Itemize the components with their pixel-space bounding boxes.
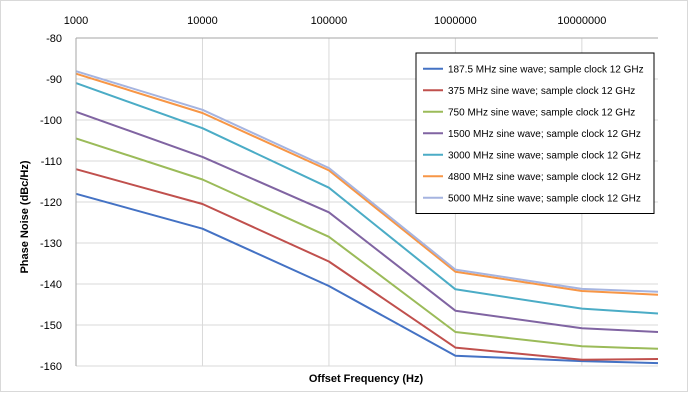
y-tick-label: -140: [40, 279, 62, 291]
series-layer: [75, 70, 659, 365]
series-line: [75, 70, 659, 293]
legend-label: 3000 MHz sine wave; sample clock 12 GHz: [448, 150, 641, 161]
series-line: [75, 82, 659, 315]
y-tick-label: -120: [40, 197, 62, 209]
legend-label: 5000 MHz sine wave; sample clock 12 GHz: [448, 193, 641, 204]
y-tick-label: -80: [46, 33, 62, 45]
series-line: [75, 72, 659, 296]
x-axis-title: Offset Frequency (Hz): [309, 373, 424, 385]
y-tick-label: -90: [46, 74, 62, 86]
legend: 187.5 MHz sine wave; sample clock 12 GHz…: [415, 52, 655, 214]
series-line: [75, 192, 659, 365]
x-tick-label: 1000000: [434, 15, 477, 27]
legend-label: 375 MHz sine wave; sample clock 12 GHz: [448, 86, 635, 97]
axis-layer: -80 -90 -100 -110 -120 -130 -140 -150 -160 1000 10…: [40, 15, 658, 373]
x-tick-label: 10000000: [557, 15, 606, 27]
y-axis-title: Phase Noise (dBc/Hz): [19, 160, 31, 273]
series-line: [75, 137, 659, 350]
y-tick-label: -100: [40, 115, 62, 127]
legend-label: 187.5 MHz sine wave; sample clock 12 GHz: [448, 64, 644, 75]
legend-box: [415, 52, 655, 214]
legend-label: 1500 MHz sine wave; sample clock 12 GHz: [448, 129, 641, 140]
y-tick-label: -130: [40, 238, 62, 250]
legend-label: 4800 MHz sine wave; sample clock 12 GHz: [448, 172, 641, 183]
y-tick-label: -160: [40, 361, 62, 373]
x-tick-label: 1000: [64, 15, 88, 27]
series-line: [75, 168, 659, 361]
y-tick-label: -150: [40, 320, 62, 332]
y-tick-label: -110: [41, 156, 62, 168]
legend-label: 750 MHz sine wave; sample clock 12 GHz: [448, 107, 635, 118]
series-line: [75, 110, 659, 333]
x-tick-label: 100000: [311, 15, 348, 27]
x-tick-label: 10000: [187, 15, 218, 27]
